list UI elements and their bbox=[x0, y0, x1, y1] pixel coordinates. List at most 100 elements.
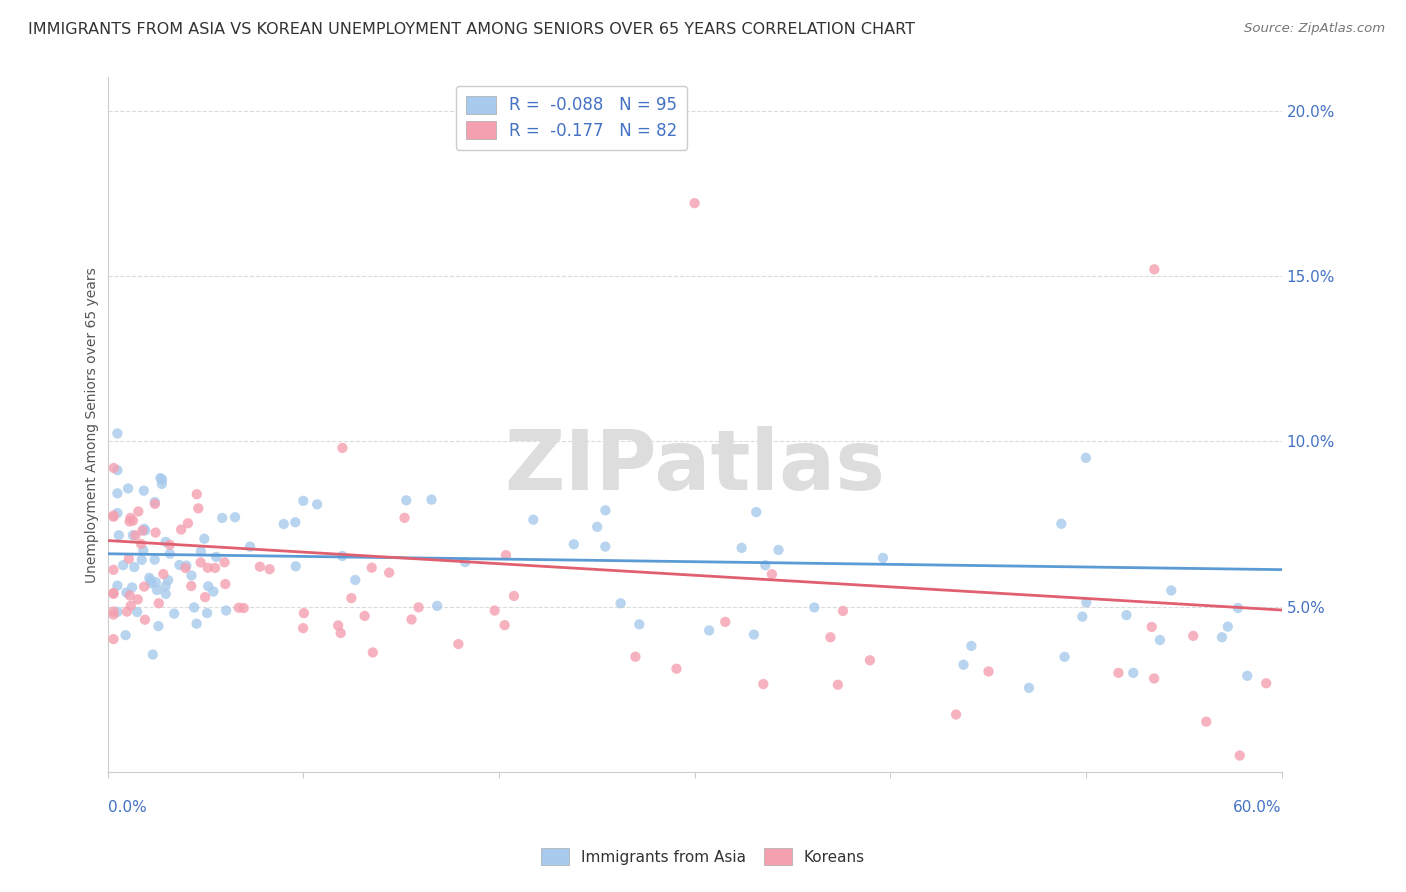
Point bbox=[952, 657, 974, 672]
Point bbox=[121, 580, 143, 594]
Point bbox=[401, 612, 423, 626]
Point bbox=[132, 483, 155, 498]
Point bbox=[155, 534, 177, 549]
Point bbox=[148, 619, 170, 633]
Point bbox=[107, 463, 129, 477]
Point bbox=[754, 558, 776, 573]
Point bbox=[103, 587, 125, 601]
Point bbox=[292, 493, 315, 508]
Point bbox=[204, 561, 226, 575]
Point bbox=[103, 461, 125, 475]
Legend: R =  -0.088   N = 95, R =  -0.177   N = 82: R = -0.088 N = 95, R = -0.177 N = 82 bbox=[456, 86, 688, 150]
Point bbox=[328, 618, 350, 632]
Point bbox=[232, 601, 254, 615]
Point bbox=[522, 513, 544, 527]
Point bbox=[122, 560, 145, 574]
Point bbox=[115, 585, 138, 599]
Point bbox=[120, 511, 142, 525]
Point bbox=[186, 487, 208, 501]
Point bbox=[163, 607, 186, 621]
Point bbox=[112, 558, 135, 573]
Point bbox=[122, 514, 145, 528]
Point bbox=[170, 523, 193, 537]
Point bbox=[1071, 609, 1094, 624]
Point bbox=[118, 515, 141, 529]
Point bbox=[503, 589, 526, 603]
Point bbox=[127, 592, 149, 607]
Point bbox=[118, 551, 141, 566]
Point bbox=[447, 637, 470, 651]
Point bbox=[118, 589, 141, 603]
Point bbox=[214, 577, 236, 591]
Point bbox=[1149, 632, 1171, 647]
Point bbox=[103, 607, 125, 622]
Point bbox=[146, 582, 169, 597]
Point bbox=[1018, 681, 1040, 695]
Point bbox=[1229, 748, 1251, 763]
Point bbox=[960, 639, 983, 653]
Point bbox=[190, 544, 212, 558]
Point bbox=[145, 525, 167, 540]
Legend: Immigrants from Asia, Koreans: Immigrants from Asia, Koreans bbox=[534, 842, 872, 871]
Point bbox=[139, 574, 162, 588]
Point bbox=[176, 558, 198, 573]
Point bbox=[945, 707, 967, 722]
Point bbox=[107, 426, 129, 441]
Text: 60.0%: 60.0% bbox=[1233, 800, 1281, 815]
Point bbox=[683, 196, 706, 211]
Point bbox=[307, 497, 329, 511]
Point bbox=[1160, 583, 1182, 598]
Point bbox=[494, 618, 516, 632]
Point bbox=[378, 566, 401, 580]
Point bbox=[103, 605, 125, 619]
Point bbox=[332, 441, 354, 455]
Point bbox=[859, 653, 882, 667]
Point bbox=[214, 555, 236, 569]
Point bbox=[768, 543, 790, 558]
Point bbox=[143, 497, 166, 511]
Point bbox=[329, 626, 352, 640]
Point bbox=[361, 645, 384, 659]
Point bbox=[1195, 714, 1218, 729]
Point bbox=[107, 506, 129, 520]
Point bbox=[131, 524, 153, 538]
Point bbox=[586, 520, 609, 534]
Point bbox=[394, 510, 416, 524]
Point bbox=[134, 580, 156, 594]
Point bbox=[132, 522, 155, 536]
Point bbox=[180, 568, 202, 582]
Text: IMMIGRANTS FROM ASIA VS KOREAN UNEMPLOYMENT AMONG SENIORS OVER 65 YEARS CORRELAT: IMMIGRANTS FROM ASIA VS KOREAN UNEMPLOYM… bbox=[28, 22, 915, 37]
Point bbox=[120, 599, 142, 613]
Point bbox=[155, 579, 177, 593]
Point bbox=[273, 516, 295, 531]
Point bbox=[169, 558, 191, 572]
Point bbox=[1050, 516, 1073, 531]
Point bbox=[742, 627, 765, 641]
Point bbox=[697, 624, 720, 638]
Point bbox=[495, 548, 517, 562]
Point bbox=[224, 510, 246, 524]
Point bbox=[143, 495, 166, 509]
Point bbox=[103, 563, 125, 577]
Point bbox=[145, 575, 167, 590]
Point bbox=[157, 573, 180, 587]
Point bbox=[330, 549, 353, 563]
Point bbox=[103, 586, 125, 600]
Point bbox=[124, 528, 146, 542]
Point bbox=[1140, 620, 1163, 634]
Point bbox=[180, 579, 202, 593]
Point bbox=[152, 567, 174, 582]
Point bbox=[595, 540, 617, 554]
Point bbox=[1122, 665, 1144, 680]
Point bbox=[714, 615, 737, 629]
Point bbox=[107, 578, 129, 592]
Point bbox=[1256, 676, 1278, 690]
Point bbox=[1211, 630, 1233, 644]
Point bbox=[1216, 619, 1239, 633]
Text: ZIPatlas: ZIPatlas bbox=[505, 426, 886, 507]
Point bbox=[138, 571, 160, 585]
Point bbox=[197, 561, 219, 575]
Point bbox=[284, 515, 307, 529]
Text: Source: ZipAtlas.com: Source: ZipAtlas.com bbox=[1244, 22, 1385, 36]
Point bbox=[186, 616, 208, 631]
